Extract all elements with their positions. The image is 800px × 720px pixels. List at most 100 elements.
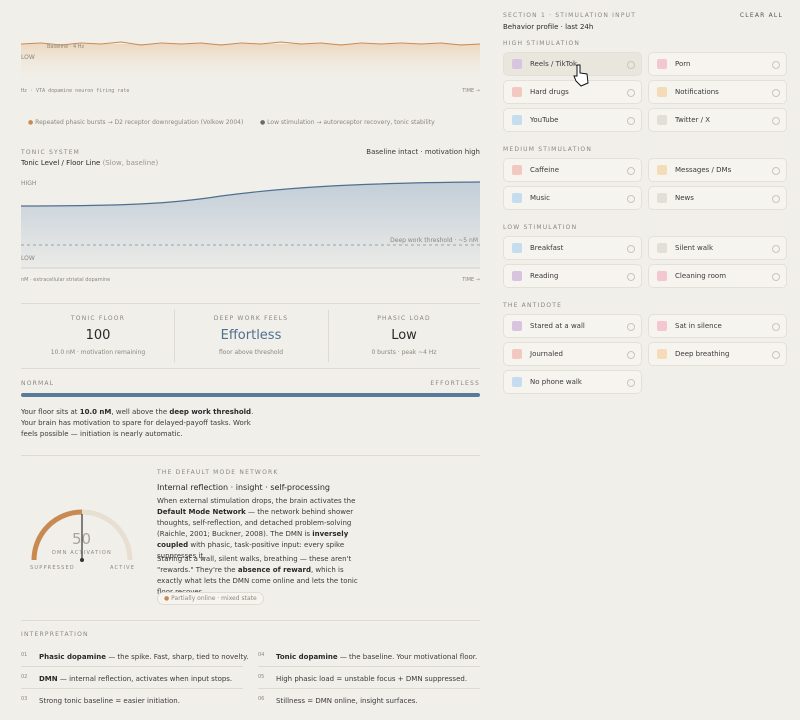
- radio[interactable]: [772, 351, 780, 359]
- input-item[interactable]: Silent walk: [648, 236, 787, 260]
- dmn-para: When external stimulation drops, the bra…: [157, 497, 356, 560]
- clear-all[interactable]: CLEAR ALL: [739, 12, 783, 19]
- item-label: Reels / TikTok: [530, 60, 578, 68]
- eyebrow: THE DEFAULT MODE NETWORK: [157, 469, 279, 476]
- radio[interactable]: [627, 379, 635, 387]
- interp-text: DMN — internal reflection, activates whe…: [39, 675, 232, 683]
- input-item[interactable]: YouTube: [503, 108, 642, 132]
- radio[interactable]: [627, 167, 635, 175]
- radio[interactable]: [772, 195, 780, 203]
- term: Tonic dopamine: [276, 653, 338, 661]
- input-item[interactable]: Cleaning room: [648, 264, 787, 288]
- input-item[interactable]: Notifications: [648, 80, 787, 104]
- input-item[interactable]: Caffeine: [503, 158, 642, 182]
- input-item[interactable]: Music: [503, 186, 642, 210]
- input-item[interactable]: Sat in silence: [648, 314, 787, 338]
- phasic-chart: [21, 41, 480, 84]
- meter-bar: [21, 393, 480, 397]
- baseline-label: Baseline · 4 Hz: [47, 44, 85, 50]
- radio[interactable]: [627, 351, 635, 359]
- icon: [512, 59, 522, 69]
- gauge-label: DMN ACTIVATION: [52, 550, 112, 556]
- icon: [657, 271, 667, 281]
- interp-text: Tonic dopamine — the baseline. Your moti…: [276, 653, 477, 661]
- input-item[interactable]: Journaled: [503, 342, 642, 366]
- stat-label: TONIC FLOOR: [70, 315, 126, 322]
- interp-text: Stillness = DMN online, insight surfaces…: [276, 697, 418, 705]
- icon: [657, 349, 667, 359]
- input-item[interactable]: Breakfast: [503, 236, 642, 260]
- stat-label: PHASIC LOAD: [377, 315, 431, 322]
- axis-label: Hz · VTA dopamine neuron firing rate: [21, 88, 130, 94]
- icon: [512, 243, 522, 253]
- group-title: HIGH STIMULATION: [503, 40, 581, 47]
- input-item[interactable]: Deep breathing: [648, 342, 787, 366]
- term: Phasic dopamine: [39, 653, 106, 661]
- text: Strong tonic baseline = easier initiatio…: [39, 697, 180, 705]
- cursor: [573, 64, 589, 87]
- icon: [657, 243, 667, 253]
- radio[interactable]: [627, 117, 635, 125]
- divider: [21, 688, 243, 689]
- radio[interactable]: [627, 89, 635, 97]
- item-num: 05: [258, 674, 265, 680]
- item-label: Silent walk: [675, 244, 714, 252]
- radio[interactable]: [627, 245, 635, 253]
- input-item[interactable]: News: [648, 186, 787, 210]
- radio[interactable]: [772, 323, 780, 331]
- item-label: Messages / DMs: [675, 166, 732, 174]
- icon: [512, 115, 522, 125]
- input-item[interactable]: No phone walk: [503, 370, 642, 394]
- low-label: LOW: [21, 54, 35, 61]
- subtitle: Behavior profile · last 24h: [503, 23, 594, 31]
- group-grid: Caffeine Messages / DMs Music News: [503, 158, 787, 210]
- input-item[interactable]: Hard drugs: [503, 80, 642, 104]
- eyebrow: SECTION 1 · STIMULATION INPUT: [503, 12, 637, 19]
- stat-label: DEEP WORK FEELS: [213, 315, 289, 322]
- text: — the spike. Fast, sharp, tied to novelt…: [105, 653, 249, 661]
- stat-note: floor above threshold: [218, 349, 284, 356]
- input-item[interactable]: Messages / DMs: [648, 158, 787, 182]
- gauge-value: 50: [72, 530, 92, 548]
- radio[interactable]: [627, 323, 635, 331]
- radio[interactable]: [627, 195, 635, 203]
- item-label: Notifications: [675, 88, 719, 96]
- text: Stillness = DMN online, insight surfaces…: [276, 697, 418, 705]
- interp-text: High phasic load = unstable focus + DMN …: [276, 675, 467, 683]
- icon: [512, 321, 522, 331]
- axis-label: nM · extracellular striatal dopamine: [21, 277, 111, 283]
- item-label: Stared at a wall: [530, 322, 585, 330]
- radio[interactable]: [627, 61, 635, 69]
- item-label: Breakfast: [530, 244, 564, 252]
- radio[interactable]: [772, 167, 780, 175]
- item-label: Cleaning room: [675, 272, 727, 280]
- input-item[interactable]: Reels / TikTok: [503, 52, 642, 76]
- meter-left: NORMAL: [21, 380, 55, 387]
- icon: [657, 193, 667, 203]
- radio[interactable]: [772, 273, 780, 281]
- icon: [512, 349, 522, 359]
- icon: [657, 115, 667, 125]
- input-item[interactable]: Stared at a wall: [503, 314, 642, 338]
- item-num: 04: [258, 652, 265, 658]
- radio[interactable]: [627, 273, 635, 281]
- item-label: No phone walk: [530, 378, 582, 386]
- input-item[interactable]: Twitter / X: [648, 108, 787, 132]
- radio[interactable]: [772, 117, 780, 125]
- group-grid: Reels / TikTok Porn Hard drugs Notification…: [503, 52, 787, 132]
- time-label: TIME →: [462, 88, 480, 94]
- radio[interactable]: [772, 61, 780, 69]
- low-label: LOW: [21, 255, 35, 262]
- legend-item: ● Repeated phasic bursts → D2 receptor d…: [28, 119, 244, 126]
- icon: [512, 271, 522, 281]
- radio[interactable]: [772, 245, 780, 253]
- radio[interactable]: [772, 89, 780, 97]
- group-title: MEDIUM STIMULATION: [503, 146, 593, 153]
- divider: [258, 688, 480, 689]
- text: High phasic load = unstable focus + DMN …: [276, 675, 468, 683]
- item-label: Sat in silence: [675, 322, 722, 330]
- input-item[interactable]: Reading: [503, 264, 642, 288]
- term: DMN: [39, 675, 58, 683]
- item-label: News: [675, 194, 694, 202]
- input-item[interactable]: Porn: [648, 52, 787, 76]
